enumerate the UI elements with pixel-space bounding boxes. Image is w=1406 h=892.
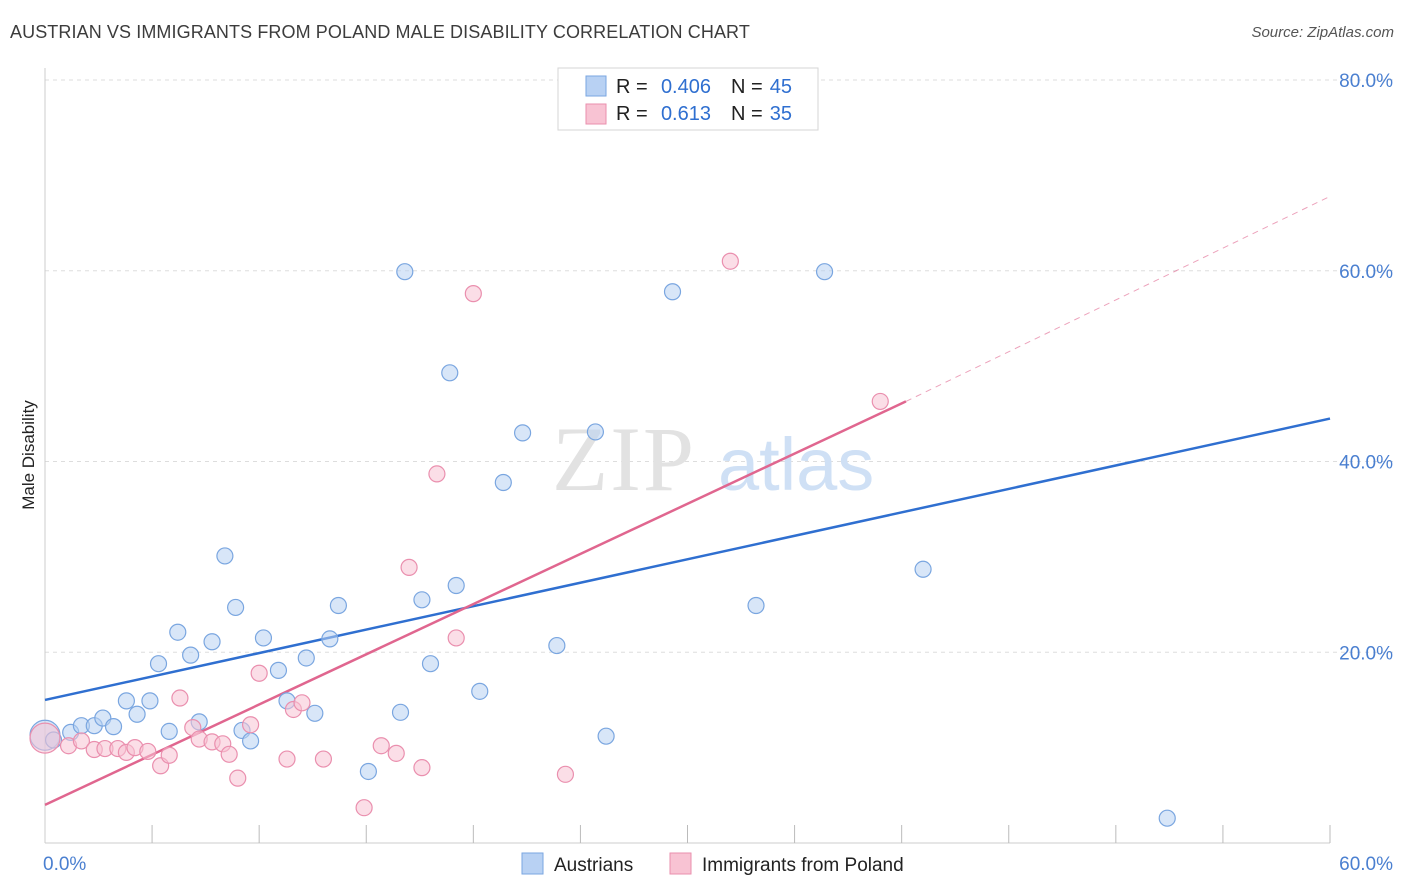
point-poland-33 xyxy=(721,252,739,270)
point-poland-24 xyxy=(355,799,373,817)
series-legend-label-austrians: Austrians xyxy=(554,855,633,876)
series-legend-swatch-austrians xyxy=(521,852,544,875)
trend-lines xyxy=(44,195,1331,806)
point-poland-28 xyxy=(413,759,431,777)
legend-r-label-2: R = xyxy=(616,103,648,125)
point-austrians-11 xyxy=(160,722,178,741)
point-poland-22 xyxy=(293,694,311,712)
point-austrians-21 xyxy=(269,661,288,679)
point-austrians-24 xyxy=(306,704,324,722)
point-poland-20 xyxy=(278,750,296,768)
point-austrians-17 xyxy=(227,598,245,617)
point-austrians-31 xyxy=(421,655,440,673)
point-austrians-13 xyxy=(182,646,200,664)
gridlines xyxy=(45,79,1393,653)
x-min-label: 0.0% xyxy=(43,854,86,875)
legend-n-value-1: 45 xyxy=(770,76,792,98)
point-austrians-38 xyxy=(586,423,605,441)
point-poland-26 xyxy=(387,744,405,762)
point-austrians-15 xyxy=(203,633,221,651)
point-austrians-26 xyxy=(329,596,348,615)
point-austrians-41 xyxy=(747,596,765,615)
y-tick-labels: 20.0% 40.0% 60.0% 80.0% xyxy=(1339,71,1393,664)
legend-r-label-1: R = xyxy=(616,76,648,98)
y-tick-label-40: 40.0% xyxy=(1339,453,1393,474)
point-austrians-35 xyxy=(494,473,512,492)
point-poland-34 xyxy=(871,392,889,411)
legend-swatch-poland xyxy=(585,103,607,125)
series-legend-label-poland: Immigrants from Poland xyxy=(702,855,904,876)
chart-title: AUSTRIAN VS IMMIGRANTS FROM POLAND MALE … xyxy=(10,22,750,42)
point-poland-25 xyxy=(372,737,390,755)
point-austrians-10 xyxy=(149,655,168,673)
legend-r-value-2: 0.613 xyxy=(661,103,711,125)
point-poland-32 xyxy=(556,765,575,783)
point-poland-19 xyxy=(250,664,268,682)
point-austrians-16 xyxy=(216,547,234,565)
watermark-atlas: atlas xyxy=(718,423,874,506)
y-axis-title: Male Disability xyxy=(19,400,38,510)
legend-n-value-2: 35 xyxy=(770,103,792,125)
stats-legend: R = 0.406 N = 45 R = 0.613 N = 35 xyxy=(557,67,819,131)
point-poland-0 xyxy=(29,722,61,754)
legend-n-label-1: N = xyxy=(731,76,763,98)
legend-n-label-2: N = xyxy=(731,103,763,125)
point-poland-2 xyxy=(72,732,91,750)
point-austrians-32 xyxy=(441,364,459,382)
point-austrians-25 xyxy=(321,630,339,648)
point-austrians-42 xyxy=(815,263,834,281)
point-poland-29 xyxy=(428,465,446,483)
point-austrians-12 xyxy=(169,623,187,641)
trend-line-poland xyxy=(44,400,907,806)
point-austrians-40 xyxy=(663,283,682,301)
point-austrians-7 xyxy=(117,692,135,710)
trend-line-austrians xyxy=(44,417,1331,702)
point-poland-11 xyxy=(171,689,189,707)
watermark: ZIP atlas xyxy=(552,408,874,510)
point-austrians-34 xyxy=(471,682,489,700)
point-austrians-29 xyxy=(396,263,414,281)
y-tick-label-20: 20.0% xyxy=(1339,643,1393,664)
point-poland-8 xyxy=(139,742,157,761)
point-austrians-30 xyxy=(413,591,431,609)
point-austrians-44 xyxy=(1158,809,1176,827)
point-poland-27 xyxy=(400,558,418,576)
point-poland-30 xyxy=(447,629,465,647)
x-ticks xyxy=(151,825,1331,843)
trend-line-poland-extension xyxy=(905,195,1331,402)
point-austrians-33 xyxy=(447,576,465,595)
x-max-label: 60.0% xyxy=(1339,854,1393,875)
point-poland-10 xyxy=(160,746,178,764)
legend-swatch-austrians xyxy=(585,75,607,97)
point-poland-31 xyxy=(464,285,482,303)
series-legend: Austrians Immigrants from Poland xyxy=(521,852,904,876)
series-legend-swatch-poland xyxy=(669,852,692,875)
point-austrians-19 xyxy=(242,732,260,750)
point-austrians-20 xyxy=(254,629,273,647)
point-austrians-36 xyxy=(513,424,532,442)
chart-source: Source: ZipAtlas.com xyxy=(1251,24,1394,41)
point-poland-18 xyxy=(242,716,260,734)
y-tick-label-80: 80.0% xyxy=(1339,71,1393,92)
point-austrians-9 xyxy=(141,692,159,710)
point-austrians-39 xyxy=(597,727,615,745)
point-austrians-28 xyxy=(391,703,410,721)
legend-r-value-1: 0.406 xyxy=(661,76,711,98)
point-poland-17 xyxy=(229,769,247,787)
point-austrians-27 xyxy=(359,762,377,781)
watermark-zip: ZIP xyxy=(552,408,696,510)
point-austrians-8 xyxy=(128,705,146,723)
point-austrians-23 xyxy=(297,649,315,667)
point-austrians-37 xyxy=(548,636,566,655)
point-poland-16 xyxy=(220,745,238,763)
point-austrians-6 xyxy=(104,718,123,736)
y-tick-label-60: 60.0% xyxy=(1339,262,1393,283)
point-poland-23 xyxy=(314,750,333,768)
data-points xyxy=(29,252,1176,827)
point-austrians-43 xyxy=(914,560,932,578)
